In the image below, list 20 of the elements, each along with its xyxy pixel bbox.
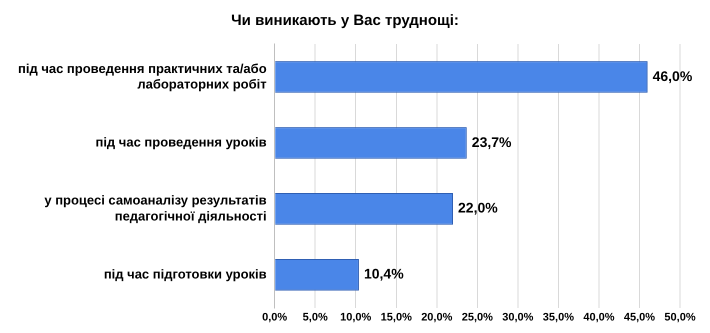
y-tick-label: під час проведення уроків bbox=[95, 134, 267, 150]
y-tick-label: під час підготовки уроків bbox=[104, 266, 267, 282]
data-label: 22,0% bbox=[458, 200, 498, 216]
x-tick-label: 10,0% bbox=[340, 311, 372, 324]
data-label: 46,0% bbox=[652, 68, 693, 84]
chart-title: Чи виникають у Вас труднощі: bbox=[231, 12, 459, 30]
data-label: 23,7% bbox=[472, 134, 512, 150]
y-tick-label: у процесі самоаналізу результатів педагогічної діяльності bbox=[44, 192, 267, 224]
y-tick-label: під час проведення практичних та/або лабораторних робіт bbox=[18, 60, 267, 92]
x-tick-label: 20,0% bbox=[421, 311, 453, 324]
x-tick-label: 35,0% bbox=[542, 311, 574, 324]
x-tick-label: 25,0% bbox=[462, 311, 494, 324]
x-tick-label: 5,0% bbox=[302, 311, 328, 324]
x-tick-label: 30,0% bbox=[502, 311, 534, 324]
x-tick-label: 0,0% bbox=[262, 311, 288, 324]
x-tick-label: 15,0% bbox=[380, 311, 412, 324]
x-tick-label: 50,0% bbox=[664, 311, 696, 324]
x-tick-label: 40,0% bbox=[583, 311, 615, 324]
x-tick-label: 45,0% bbox=[624, 311, 656, 324]
data-label: 10,4% bbox=[364, 266, 404, 282]
